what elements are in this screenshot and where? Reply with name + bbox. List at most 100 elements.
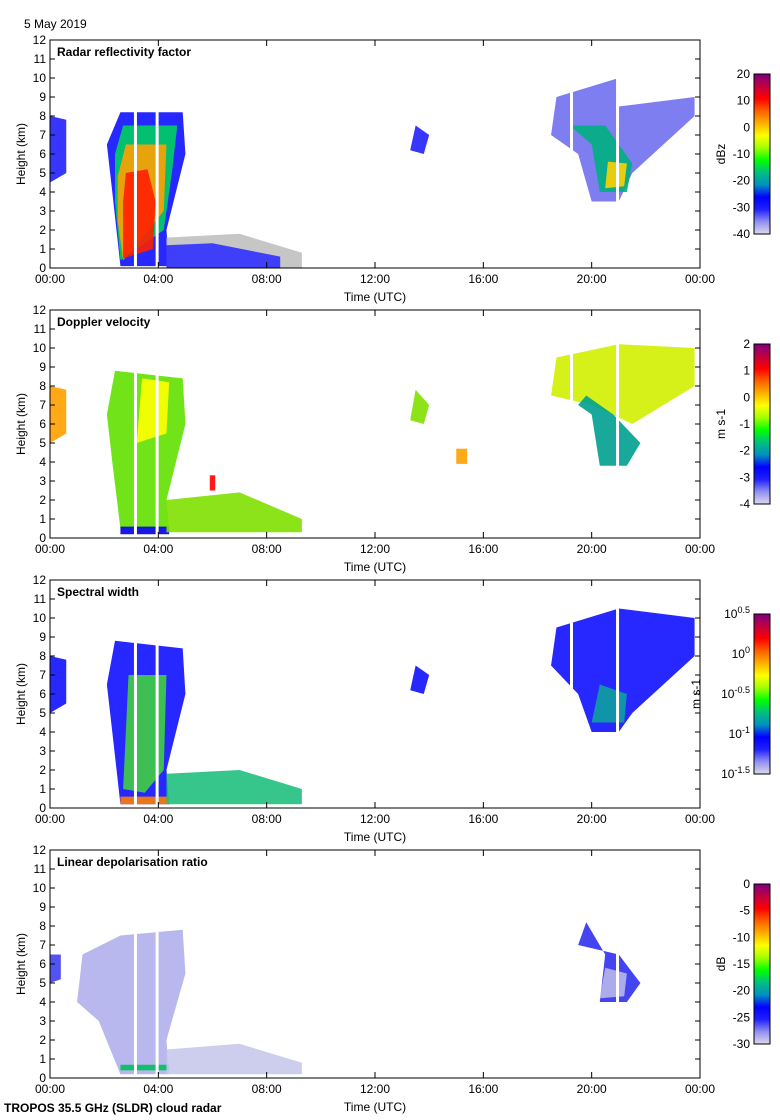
data-gap [570,580,573,808]
y-tick-label: 12 [33,573,47,587]
y-tick-label: 2 [39,1033,46,1047]
echo-region [120,1064,170,1071]
x-tick-label: 04:00 [143,542,173,556]
y-axis-label: Height (km) [14,123,28,185]
colorbar [753,613,771,775]
data-gap [155,310,159,538]
colorbar-tick-label: -30 [733,1037,751,1051]
y-tick-label: 10 [33,341,47,355]
y-tick-label: 2 [39,763,46,777]
colorbar-tick-label: -10 [733,930,751,944]
echo-region [123,169,156,259]
data-layer [50,310,695,538]
y-tick-label: 4 [39,455,46,469]
colorbar-unit: m s-1 [714,409,728,439]
y-axis-label: Height (km) [14,393,28,455]
data-gap [616,580,620,808]
colorbar-tick-label: -40 [733,227,751,241]
data-layer [50,580,695,808]
x-axis-label: Time (UTC) [344,560,406,574]
echo-region [120,796,170,805]
date-label: 5 May 2019 [24,17,87,31]
y-tick-label: 12 [33,843,47,857]
x-tick-label: 20:00 [577,1082,607,1096]
y-tick-label: 8 [39,379,46,393]
y-tick-label: 5 [39,706,46,720]
y-tick-label: 3 [39,744,46,758]
colorbar-tick-label: 0 [743,120,750,134]
y-tick-label: 4 [39,185,46,199]
data-gap [616,850,620,1078]
x-tick-label: 16:00 [468,812,498,826]
x-tick-label: 08:00 [252,812,282,826]
x-tick-label: 16:00 [468,1082,498,1096]
data-gap [155,580,159,808]
y-tick-label: 1 [39,1052,46,1066]
x-tick-label: 16:00 [468,542,498,556]
y-tick-label: 7 [39,128,46,142]
echo-region [599,967,627,999]
y-tick-label: 9 [39,90,46,104]
echo-region [578,395,641,466]
echo-region [50,954,61,983]
y-tick-label: 5 [39,436,46,450]
colorbar-tick-label: -15 [733,957,751,971]
echo-region [50,116,67,183]
y-tick-label: 7 [39,668,46,682]
colorbar-unit: dBz [714,144,728,165]
y-tick-label: 1 [39,782,46,796]
x-tick-label: 00:00 [35,1082,65,1096]
y-axis-label: Height (km) [14,663,28,725]
colorbar-tick-label: -1 [739,417,750,431]
y-tick-label: 8 [39,649,46,663]
y-tick-label: 12 [33,33,47,47]
data-gap [570,40,573,268]
y-tick-label: 6 [39,687,46,701]
colorbar [753,73,771,235]
data-gap [133,40,137,268]
y-tick-label: 8 [39,109,46,123]
x-tick-label: 08:00 [252,272,282,286]
y-tick-label: 7 [39,398,46,412]
y-tick-label: 11 [34,52,47,66]
x-tick-label: 20:00 [577,812,607,826]
x-tick-label: 12:00 [360,812,390,826]
x-axis-label: Time (UTC) [344,830,406,844]
echo-region [50,656,67,713]
y-tick-label: 0 [39,261,46,275]
echo-region [410,665,430,694]
colorbar-tick-label: 10-1 [729,725,750,741]
y-tick-label: 11 [34,322,47,336]
y-tick-label: 6 [39,957,46,971]
data-gap [155,40,159,268]
panel-title: Radar reflectivity factor [57,45,191,59]
x-tick-label: 20:00 [577,542,607,556]
y-tick-label: 12 [33,303,47,317]
x-tick-label: 08:00 [252,1082,282,1096]
x-tick-label: 08:00 [252,542,282,556]
data-gap [133,580,137,808]
y-tick-label: 11 [34,862,47,876]
y-tick-label: 5 [39,166,46,180]
y-tick-label: 3 [39,204,46,218]
x-axis-label: Time (UTC) [344,1100,406,1114]
x-tick-label: 00:00 [685,272,715,286]
colorbar-tick-label: -20 [733,984,751,998]
colorbar-tick-label: 100 [732,645,750,661]
y-tick-label: 4 [39,725,46,739]
x-tick-label: 00:00 [35,542,65,556]
instrument-label: TROPOS 35.5 GHz (SLDR) cloud radar [4,1101,222,1115]
echo-region [209,475,216,491]
echo-region [166,770,302,805]
panel-title: Doppler velocity [57,315,151,329]
data-gap [570,850,573,1078]
data-layer [50,40,695,268]
colorbar-tick-label: -30 [733,200,751,214]
y-tick-label: 10 [33,71,47,85]
colorbar-tick-label: 1 [743,364,750,378]
echo-region [551,78,695,202]
colorbar-tick-label: -10 [733,147,751,161]
